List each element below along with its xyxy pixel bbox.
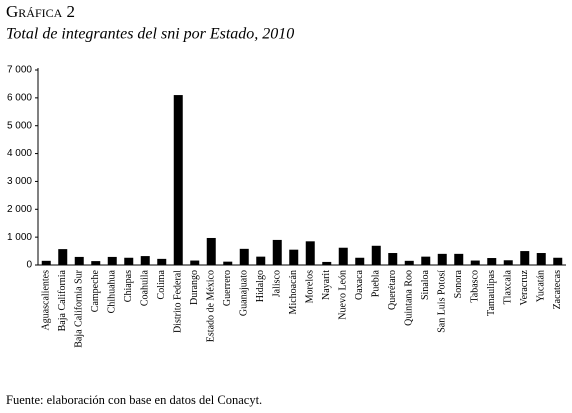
bar: [272, 239, 282, 265]
x-tick-label: Tabasco: [470, 270, 481, 303]
x-tick-label: Guanajuato: [239, 270, 250, 316]
bar: [173, 95, 183, 265]
bar: [239, 248, 249, 265]
bar: [355, 257, 365, 265]
bar: [553, 257, 563, 265]
bar: [124, 257, 134, 265]
y-tick-label: 1 000: [7, 232, 32, 243]
x-tick-label: Coahuila: [140, 269, 151, 306]
x-tick-label: Quintana Roo: [404, 270, 415, 326]
x-tick-label: Morelos: [305, 270, 316, 303]
chart-source: Fuente: elaboración con base en datos de…: [6, 393, 262, 407]
bar: [289, 249, 299, 265]
x-tick-label: Colima: [156, 269, 167, 299]
bar: [536, 253, 546, 265]
bar: [322, 261, 332, 265]
bar: [91, 261, 101, 265]
bar: [503, 260, 513, 265]
x-tick-label: Puebla: [371, 269, 382, 297]
x-tick-label: Guerrero: [222, 270, 233, 306]
y-tick-label: 3 000: [7, 176, 32, 187]
bar: [223, 261, 233, 265]
x-tick-label: Nuevo León: [338, 270, 349, 320]
bar: [421, 256, 431, 265]
y-tick-label: 0: [26, 260, 32, 271]
bar: [404, 260, 414, 265]
x-tick-label: Aguascalientes: [41, 270, 52, 331]
y-tick-label: 7 000: [7, 65, 32, 76]
bar: [437, 253, 447, 265]
x-tick-label: Campeche: [90, 269, 101, 312]
bar: [305, 241, 315, 265]
y-tick-label: 6 000: [7, 92, 32, 103]
x-tick-label: Nayarit: [321, 270, 332, 300]
x-tick-label: Chihuahua: [107, 269, 118, 313]
bar: [454, 253, 464, 265]
x-tick-label: Michoacán: [288, 270, 299, 314]
x-tick-label: Querétaro: [387, 270, 398, 310]
bar: [58, 249, 68, 265]
x-tick-label: Distrito Federal: [173, 270, 184, 333]
bar: [190, 260, 200, 265]
chart-title: Gráfica 2: [6, 2, 75, 21]
x-tick-label: Oaxaca: [354, 269, 365, 300]
x-tick-label: Veracruz: [519, 269, 530, 305]
x-tick-label: Sonora: [453, 269, 464, 298]
bar: [107, 256, 117, 265]
x-tick-label: Chiapas: [123, 270, 134, 302]
bar: [256, 256, 266, 265]
y-tick-label: 4 000: [7, 148, 32, 159]
x-tick-label: Durango: [189, 270, 200, 305]
x-tick-label: Jalisco: [272, 270, 283, 297]
bar: [338, 247, 348, 265]
x-tick-label: Yucatán: [536, 270, 547, 302]
bar: [487, 258, 497, 265]
y-tick-label: 5 000: [7, 120, 32, 131]
x-tick-label: Hidalgo: [255, 270, 266, 302]
bar: [388, 253, 398, 265]
x-tick-label: Tlaxcala: [503, 269, 514, 304]
chart-subtitle: Total de integrantes del sni por Estado,…: [6, 26, 294, 43]
bar: [520, 251, 530, 265]
x-tick-label: Baja California Sur: [74, 269, 85, 347]
bar: [157, 258, 167, 265]
x-tick-label: Estado de México: [206, 270, 217, 342]
bar: [140, 256, 150, 265]
bar: [41, 260, 51, 265]
y-tick-label: 2 000: [7, 204, 32, 215]
x-tick-label: San Luis Potosí: [437, 270, 448, 333]
x-tick-label: Baja California: [57, 269, 68, 331]
x-tick-label: Sinaloa: [420, 269, 431, 300]
bar: [74, 256, 84, 265]
bar: [470, 260, 480, 265]
bar: [206, 237, 216, 265]
bar: [371, 245, 381, 265]
x-tick-label: Zacatecas: [552, 270, 563, 310]
x-tick-label: Tamaulipas: [486, 270, 497, 316]
